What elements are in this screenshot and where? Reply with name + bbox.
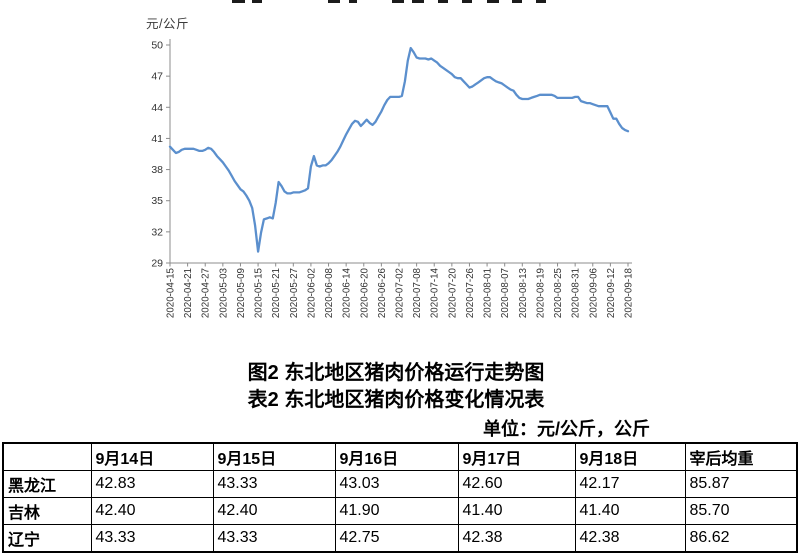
- value-cell: 42.75: [334, 524, 459, 553]
- price-table-header-row: 9月14日 9月15日 9月16日 9月17日 9月18日 宰后均重: [2, 442, 798, 471]
- x-tick-label: 2020-09-18: [624, 267, 635, 318]
- x-tick-label: 2020-06-08: [324, 267, 335, 318]
- x-tick-label: 2020-05-15: [254, 267, 265, 318]
- cropped-text-remnant: [0, 0, 809, 6]
- value-cell: 43.33: [212, 524, 336, 553]
- x-tick-label: 2020-07-14: [430, 267, 441, 318]
- x-tick-label: 2020-07-20: [447, 267, 458, 318]
- y-tick-label: 38: [151, 164, 163, 176]
- y-tick-label: 50: [151, 40, 163, 52]
- price-table: 9月14日 9月15日 9月16日 9月17日 9月18日 宰后均重 黑龙江 42.83 43…: [2, 442, 798, 553]
- value-cell: 42.38: [574, 524, 686, 553]
- header-cell: 9月16日: [334, 442, 459, 471]
- y-tick-label: 47: [151, 71, 163, 83]
- x-tick-label: 2020-09-12: [606, 268, 617, 318]
- header-cell: 9月14日: [90, 442, 214, 471]
- figure-caption: 图2 东北地区猪肉价格运行走势图: [247, 362, 545, 384]
- value-cell: 42.17: [574, 470, 686, 498]
- x-tick-label: 2020-06-20: [359, 267, 370, 318]
- value-cell: 42.60: [457, 470, 576, 498]
- table-caption: 表2 东北地区猪肉价格变化情况表: [247, 389, 545, 411]
- value-cell: 42.83: [90, 470, 214, 498]
- value-cell: 85.70: [684, 497, 798, 525]
- value-cell: 43.03: [334, 470, 459, 498]
- table-row: 吉林 42.40 42.40 41.90 41.40 41.40 85.70: [2, 497, 798, 525]
- price-line: [168, 46, 630, 253]
- x-tick-label: 2020-08-07: [500, 268, 511, 318]
- x-tick-label: 2020-07-08: [412, 267, 423, 318]
- x-tick-label: 2020-08-25: [553, 267, 564, 318]
- value-cell: 85.87: [684, 470, 798, 498]
- y-tick-label: 44: [151, 102, 163, 114]
- x-tick-label: 2020-06-02: [306, 268, 317, 318]
- header-cell: 9月15日: [212, 442, 336, 471]
- x-tick-label: 2020-04-15: [166, 267, 177, 318]
- x-tick-label: 2020-04-27: [201, 268, 212, 318]
- x-tick-label: 2020-04-21: [183, 268, 194, 318]
- value-cell: 86.62: [684, 524, 798, 553]
- header-cell-empty: [2, 442, 92, 471]
- header-cell: 宰后均重: [684, 442, 798, 471]
- x-tick-label: 2020-06-14: [342, 267, 353, 318]
- header-cell: 9月17日: [457, 442, 576, 471]
- x-tick-label: 2020-07-26: [465, 267, 476, 318]
- region-cell: 吉林: [2, 497, 92, 525]
- region-cell: 黑龙江: [2, 470, 92, 498]
- x-tick-label: 2020-08-31: [571, 268, 582, 318]
- x-tick-label: 2020-05-09: [236, 268, 247, 318]
- x-tick-label: 2020-08-01: [483, 268, 494, 318]
- table-row: 黑龙江 42.83 43.33 43.03 42.60 42.17 85.87: [2, 470, 798, 498]
- x-tick-label: 2020-05-27: [289, 268, 300, 318]
- x-tick-label: 2020-06-26: [377, 267, 388, 318]
- value-cell: 41.40: [457, 497, 576, 525]
- y-tick-label: 35: [151, 195, 163, 207]
- x-tick-label: 2020-05-03: [218, 267, 229, 318]
- value-cell: 41.90: [334, 497, 459, 525]
- value-cell: 42.40: [212, 497, 336, 525]
- y-tick-label: 32: [151, 226, 163, 238]
- x-tick-label: 2020-05-21: [271, 268, 282, 318]
- value-cell: 43.33: [90, 524, 214, 553]
- header-cell: 9月18日: [574, 442, 686, 471]
- x-tick-label: 2020-07-02: [395, 268, 406, 318]
- value-cell: 41.40: [574, 497, 686, 525]
- unit-note: 单位：元/公斤，公斤: [482, 419, 650, 439]
- x-tick-label: 2020-09-06: [588, 267, 599, 318]
- y-tick-label: 41: [151, 133, 163, 145]
- region-cell: 辽宁: [2, 524, 92, 553]
- value-cell: 43.33: [212, 470, 336, 498]
- y-tick-label: 29: [151, 258, 163, 270]
- x-tick-label: 2020-08-13: [518, 267, 529, 318]
- table-row: 辽宁 43.33 43.33 42.75 42.38 42.38 86.62: [2, 524, 798, 553]
- x-tick-label: 2020-08-19: [535, 268, 546, 318]
- y-axis-unit-label: 元/公斤: [146, 17, 189, 31]
- pork-price-trend-chart: 29 32 35 38 41 44 47 50 2020-04-15 2020-04-21 2020…: [151, 39, 635, 318]
- value-cell: 42.40: [90, 497, 214, 525]
- value-cell: 42.38: [457, 524, 576, 553]
